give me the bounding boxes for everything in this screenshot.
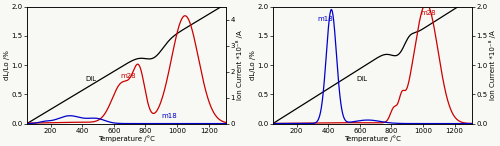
X-axis label: Temperature /°C: Temperature /°C <box>344 135 401 142</box>
Text: m18: m18 <box>317 16 333 22</box>
Y-axis label: Ion Current *10⁻⁸ /A: Ion Current *10⁻⁸ /A <box>236 30 243 100</box>
Y-axis label: dL/Lo /%: dL/Lo /% <box>4 50 10 80</box>
Text: DIL: DIL <box>356 77 368 82</box>
Text: m28: m28 <box>120 73 136 79</box>
Text: DIL: DIL <box>86 77 96 82</box>
Y-axis label: Ion Current *10⁻⁸ /A: Ion Current *10⁻⁸ /A <box>489 30 496 100</box>
X-axis label: Temperature /°C: Temperature /°C <box>98 135 155 142</box>
Y-axis label: dL/Lo /%: dL/Lo /% <box>250 50 256 80</box>
Text: m18: m18 <box>162 113 177 119</box>
Text: m28: m28 <box>420 10 436 16</box>
